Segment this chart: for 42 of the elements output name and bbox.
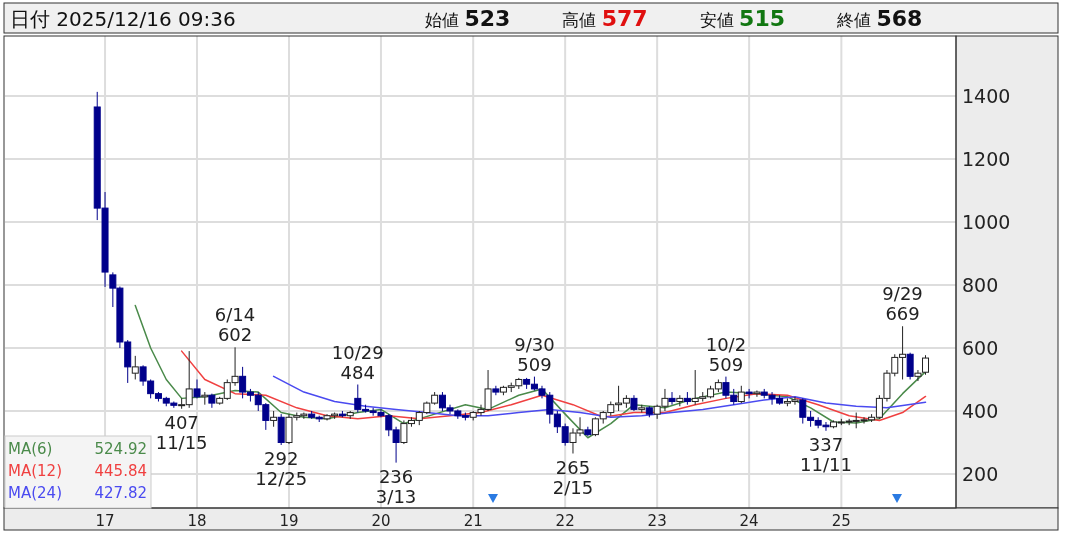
annotation: 9/29 669 [882, 283, 923, 325]
y-tick-label: 1200 [962, 147, 1011, 170]
y-tick-label: 200 [962, 462, 999, 485]
y-tick-label: 1000 [962, 210, 1011, 233]
x-tick-label: 21 [463, 512, 483, 530]
annotation: 236 3/13 [375, 465, 417, 507]
candlestick [193, 378, 201, 399]
x-tick-label: 25 [831, 512, 851, 530]
annotation: 292 12/25 [255, 448, 308, 489]
y-tick-label: 1400 [962, 84, 1011, 107]
annotation: 6/14 602 [214, 304, 256, 346]
x-tick-label: 18 [187, 512, 207, 530]
text: MA(24) [8, 484, 62, 502]
x-tick-label: 19 [279, 512, 299, 530]
x-tick-label: 24 [739, 512, 759, 530]
annotation: 524.92 [94, 440, 147, 458]
annotation: 265 2/15 [552, 456, 594, 498]
annotation: 407 11/15 [155, 411, 208, 453]
text: MA(6) [8, 440, 53, 458]
annotation: 10/29 484 [331, 341, 384, 383]
annotation: 427.82 [94, 484, 147, 502]
text: MA(12) [8, 462, 62, 480]
candlestick [131, 355, 139, 380]
x-tick-label: 23 [647, 512, 667, 530]
annotation: 10/2 509 [705, 333, 747, 375]
candlestick [668, 391, 676, 406]
x-tick-label: 17 [95, 512, 115, 530]
y-tick-label: 800 [962, 273, 999, 296]
text: 始値 523 高値 577 安値 515 終値 568 [425, 6, 923, 31]
x-tick-label: 22 [555, 512, 575, 530]
y-tick-label: 400 [962, 399, 999, 422]
chart-title: 日付 2025/12/16 09:36 [10, 7, 236, 31]
candlestick [906, 352, 914, 380]
x-tick-label: 20 [371, 512, 391, 530]
annotation: 445.84 [94, 462, 147, 480]
candlestick [745, 388, 753, 399]
annotation: 337 11/11 [800, 433, 852, 475]
candlestick [922, 354, 930, 376]
y-tick-label: 600 [962, 336, 999, 359]
annotation: 9/30 509 [514, 333, 555, 375]
candlestick [914, 369, 922, 382]
candlestick [753, 390, 761, 398]
